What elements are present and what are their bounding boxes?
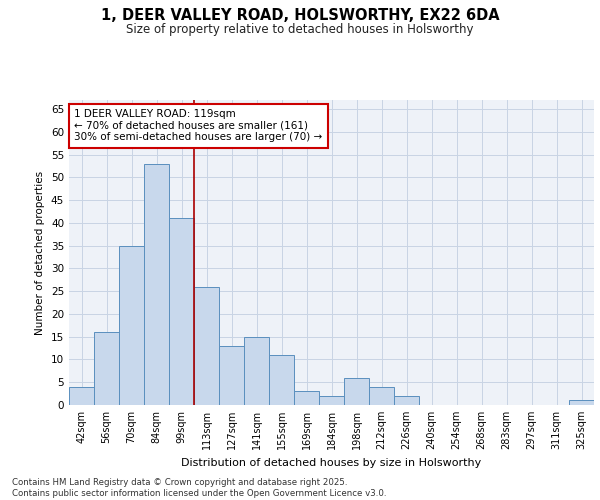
- Text: Contains HM Land Registry data © Crown copyright and database right 2025.
Contai: Contains HM Land Registry data © Crown c…: [12, 478, 386, 498]
- Text: Size of property relative to detached houses in Holsworthy: Size of property relative to detached ho…: [126, 22, 474, 36]
- Bar: [394, 396, 419, 405]
- Text: 1, DEER VALLEY ROAD, HOLSWORTHY, EX22 6DA: 1, DEER VALLEY ROAD, HOLSWORTHY, EX22 6D…: [101, 8, 499, 22]
- Bar: [369, 387, 394, 405]
- Bar: [344, 378, 369, 405]
- Bar: [294, 392, 319, 405]
- Bar: [219, 346, 244, 405]
- Bar: [319, 396, 344, 405]
- Bar: [144, 164, 169, 405]
- Y-axis label: Number of detached properties: Number of detached properties: [35, 170, 46, 334]
- Bar: [69, 387, 94, 405]
- Bar: [94, 332, 119, 405]
- X-axis label: Distribution of detached houses by size in Holsworthy: Distribution of detached houses by size …: [181, 458, 482, 468]
- Text: 1 DEER VALLEY ROAD: 119sqm
← 70% of detached houses are smaller (161)
30% of sem: 1 DEER VALLEY ROAD: 119sqm ← 70% of deta…: [74, 109, 323, 142]
- Bar: [569, 400, 594, 405]
- Bar: [194, 286, 219, 405]
- Bar: [169, 218, 194, 405]
- Bar: [244, 336, 269, 405]
- Bar: [119, 246, 144, 405]
- Bar: [269, 355, 294, 405]
